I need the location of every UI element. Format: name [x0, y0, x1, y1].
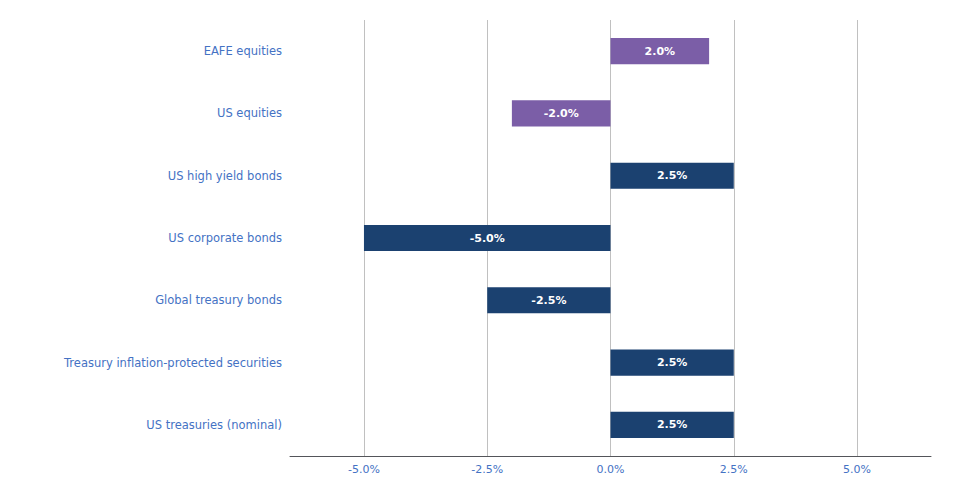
- svg-text:2.5%: 2.5%: [720, 463, 748, 476]
- svg-text:2.5%: 2.5%: [657, 356, 688, 369]
- svg-text:-2.5%: -2.5%: [531, 294, 566, 307]
- svg-text:0.0%: 0.0%: [597, 463, 625, 476]
- svg-text:US corporate bonds: US corporate bonds: [168, 231, 282, 245]
- svg-text:-5.0%: -5.0%: [470, 232, 505, 245]
- svg-text:2.5%: 2.5%: [657, 418, 688, 431]
- svg-text:2.5%: 2.5%: [657, 169, 688, 182]
- svg-text:EAFE equities: EAFE equities: [204, 44, 282, 58]
- svg-text:-2.0%: -2.0%: [544, 107, 579, 120]
- svg-text:-2.5%: -2.5%: [471, 463, 503, 476]
- svg-text:2.0%: 2.0%: [645, 45, 676, 58]
- svg-text:US treasuries (nominal): US treasuries (nominal): [146, 418, 282, 432]
- svg-text:US equities: US equities: [217, 106, 282, 120]
- svg-text:Treasury inflation-protected s: Treasury inflation-protected securities: [63, 356, 282, 370]
- svg-text:US high yield bonds: US high yield bonds: [168, 169, 282, 183]
- svg-text:-5.0%: -5.0%: [348, 463, 380, 476]
- svg-text:Global treasury bonds: Global treasury bonds: [155, 293, 282, 307]
- svg-text:5.0%: 5.0%: [843, 463, 871, 476]
